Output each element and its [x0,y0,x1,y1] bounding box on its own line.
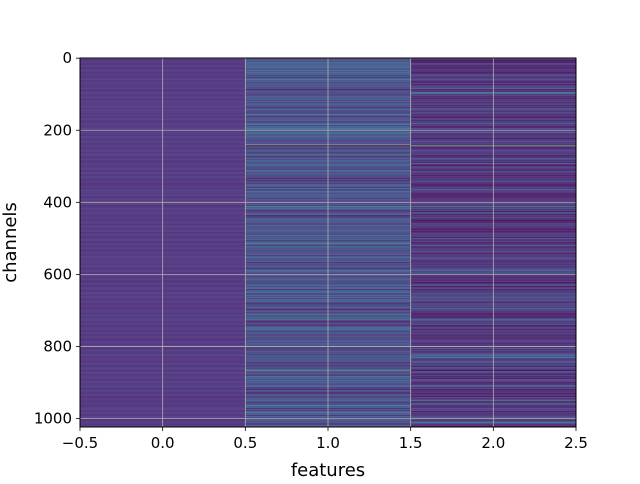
x-tick-label: 1.5 [399,434,423,452]
y-tick-label: 1000 [34,410,72,428]
y-tick-label: 800 [43,337,72,355]
y-tick-label: 0 [62,49,72,67]
y-tick-label: 600 [43,265,72,283]
x-tick-label: 2.0 [481,434,505,452]
x-tick-label: 0.5 [233,434,257,452]
x-axis-label: features [291,460,365,480]
y-axis-label: channels [0,202,21,283]
x-tick-label: −0.5 [62,434,98,452]
x-tick-label: 2.5 [564,434,588,452]
x-tick-label: 1.0 [316,434,340,452]
x-tick-label: 0.0 [151,434,175,452]
y-tick-label: 200 [43,121,72,139]
y-tick-label: 400 [43,193,72,211]
